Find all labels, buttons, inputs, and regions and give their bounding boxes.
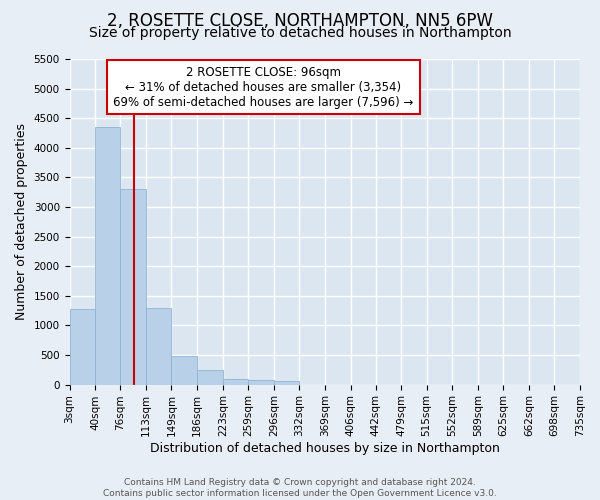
- Text: 2 ROSETTE CLOSE: 96sqm
← 31% of detached houses are smaller (3,354)
69% of semi-: 2 ROSETTE CLOSE: 96sqm ← 31% of detached…: [113, 66, 413, 108]
- Bar: [121, 189, 146, 384]
- Bar: [223, 378, 248, 384]
- Bar: [95, 127, 121, 384]
- Text: 2, ROSETTE CLOSE, NORTHAMPTON, NN5 6PW: 2, ROSETTE CLOSE, NORTHAMPTON, NN5 6PW: [107, 12, 493, 30]
- Bar: [172, 356, 197, 384]
- Y-axis label: Number of detached properties: Number of detached properties: [15, 124, 28, 320]
- Text: Size of property relative to detached houses in Northampton: Size of property relative to detached ho…: [89, 26, 511, 40]
- X-axis label: Distribution of detached houses by size in Northampton: Distribution of detached houses by size …: [150, 442, 500, 455]
- Bar: [146, 308, 172, 384]
- Text: Contains HM Land Registry data © Crown copyright and database right 2024.
Contai: Contains HM Land Registry data © Crown c…: [103, 478, 497, 498]
- Bar: [197, 370, 223, 384]
- Bar: [248, 380, 274, 384]
- Bar: [274, 381, 299, 384]
- Bar: [70, 309, 95, 384]
